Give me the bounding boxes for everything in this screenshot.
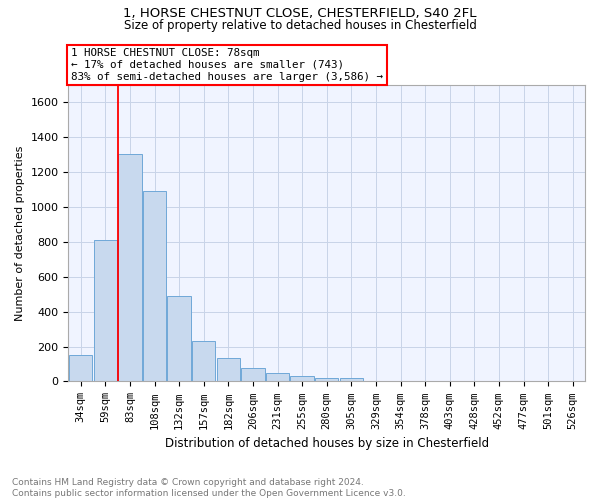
Bar [143, 191, 166, 382]
X-axis label: Distribution of detached houses by size in Chesterfield: Distribution of detached houses by size … [164, 437, 489, 450]
Bar [217, 358, 240, 382]
Bar [69, 355, 92, 382]
Bar [192, 342, 215, 382]
Y-axis label: Number of detached properties: Number of detached properties [15, 146, 25, 320]
Bar [118, 154, 142, 382]
Bar [340, 378, 363, 382]
Bar [266, 372, 289, 382]
Bar [290, 376, 314, 382]
Text: Contains HM Land Registry data © Crown copyright and database right 2024.
Contai: Contains HM Land Registry data © Crown c… [12, 478, 406, 498]
Text: 1 HORSE CHESTNUT CLOSE: 78sqm
← 17% of detached houses are smaller (743)
83% of : 1 HORSE CHESTNUT CLOSE: 78sqm ← 17% of d… [71, 48, 383, 82]
Text: 1, HORSE CHESTNUT CLOSE, CHESTERFIELD, S40 2FL: 1, HORSE CHESTNUT CLOSE, CHESTERFIELD, S… [123, 8, 477, 20]
Bar [241, 368, 265, 382]
Bar [94, 240, 117, 382]
Text: Size of property relative to detached houses in Chesterfield: Size of property relative to detached ho… [124, 18, 476, 32]
Bar [364, 380, 388, 382]
Bar [315, 378, 338, 382]
Bar [167, 296, 191, 382]
